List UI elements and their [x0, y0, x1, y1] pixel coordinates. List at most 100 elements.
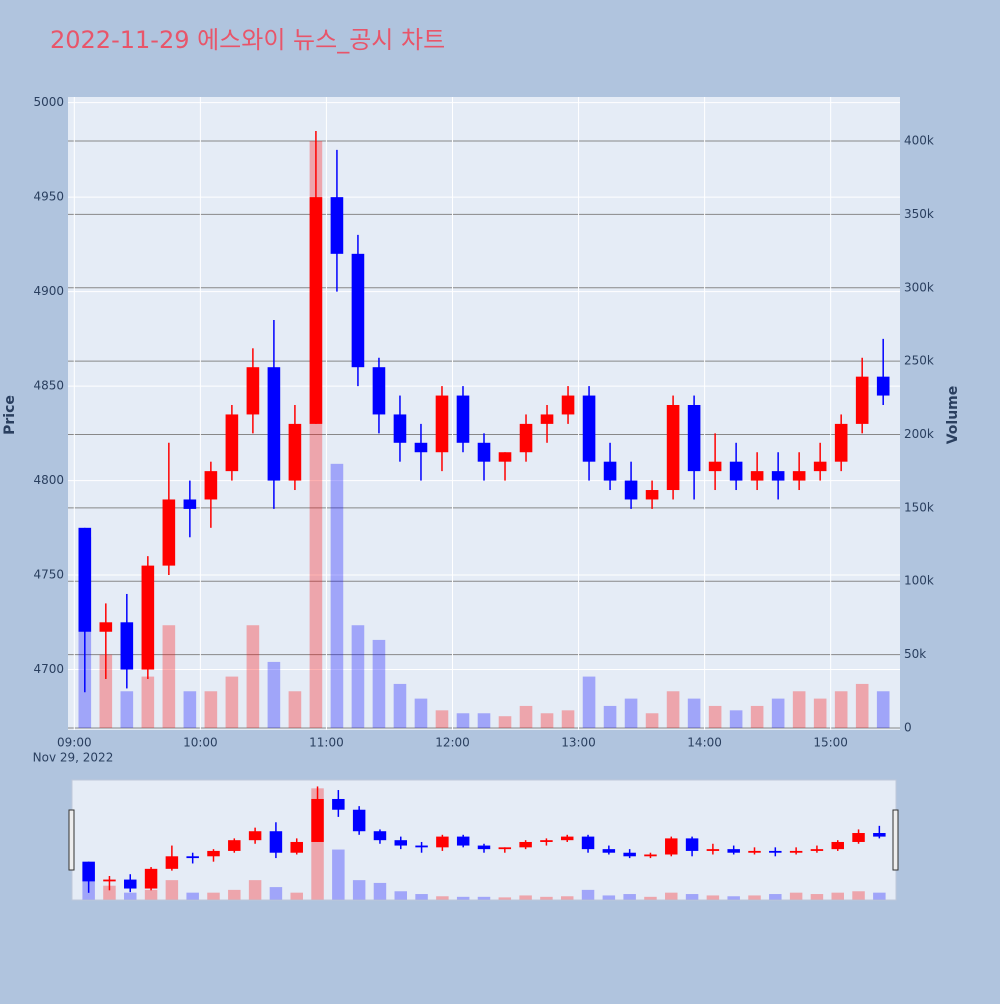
y2-tick-label: 300k: [904, 280, 934, 294]
candle-body: [687, 404, 701, 472]
volume-bar: [373, 882, 387, 900]
volume-bar: [706, 895, 720, 900]
candle-body: [78, 527, 92, 632]
plot-area: [68, 97, 900, 730]
volume-bar: [644, 896, 657, 900]
volume-bar: [666, 691, 680, 728]
candle-body: [644, 854, 657, 857]
y-tick-label: 4700: [33, 662, 64, 676]
volume-bar: [183, 691, 197, 728]
candle-body: [228, 840, 241, 851]
volume-bar: [225, 676, 239, 728]
volume-bar: [393, 683, 407, 728]
y2-tick-label: 100k: [904, 574, 934, 588]
y2-tick-label: 400k: [904, 134, 934, 148]
volume-bar: [852, 891, 865, 900]
volume-bar: [165, 880, 179, 900]
x-date-label: Nov 29, 2022: [33, 751, 114, 765]
volume-bar: [748, 895, 761, 900]
candle-body: [602, 849, 616, 853]
x-tick-label: 13:00: [561, 736, 596, 750]
volume-bar: [876, 691, 890, 728]
volume-bar: [855, 683, 869, 728]
volume-bar: [144, 889, 158, 900]
candle-body: [706, 849, 720, 851]
candle-body: [624, 480, 638, 500]
candle-body: [162, 499, 176, 566]
candle-body: [477, 442, 491, 462]
candle-body: [186, 856, 199, 859]
y-tick-label: 4900: [33, 284, 64, 298]
volume-bar: [248, 880, 262, 900]
candle-body: [792, 471, 806, 481]
candle-body: [831, 841, 844, 850]
volume-bar: [456, 896, 470, 900]
volume-bar: [269, 887, 283, 900]
volume-bar: [645, 713, 659, 728]
candle-body: [519, 841, 532, 848]
y2-tick-label: 250k: [904, 354, 934, 368]
candle-body: [120, 622, 134, 670]
candle-body: [873, 833, 886, 837]
volume-bar: [120, 691, 134, 728]
volume-bar: [290, 892, 303, 900]
x-tick-label: 14:00: [687, 736, 722, 750]
candle-body: [267, 367, 281, 481]
range-handle: [68, 809, 75, 871]
volume-bar: [435, 710, 449, 728]
volume-bar: [708, 705, 722, 728]
candle-body: [810, 849, 824, 851]
candle-body: [560, 836, 574, 841]
candle-body: [330, 197, 344, 254]
volume-bar: [207, 892, 220, 900]
x-tick-label: 09:00: [57, 736, 92, 750]
candle-body: [141, 565, 155, 670]
candle-body: [456, 836, 470, 846]
volume-bar: [498, 897, 512, 900]
volume-bar: [332, 849, 345, 900]
volume-bar: [204, 691, 218, 728]
candle-body: [519, 423, 533, 453]
y2-tick-label: 150k: [904, 500, 934, 514]
volume-bar: [750, 705, 764, 728]
candle-body: [332, 798, 345, 810]
volume-bar: [288, 691, 302, 728]
volume-bar: [561, 710, 575, 728]
candle-body: [394, 840, 408, 846]
candle-body: [246, 367, 260, 415]
candle-body: [603, 461, 617, 481]
candle-body: [708, 461, 722, 472]
y2-axis-title: Volume: [945, 386, 961, 445]
candle-body: [269, 831, 283, 853]
volume-bar: [685, 894, 699, 900]
candle-body: [582, 395, 596, 462]
volume-bar: [124, 892, 137, 900]
x-tick-label: 12:00: [435, 736, 470, 750]
y-tick-label: 4800: [33, 473, 64, 487]
volume-bar: [581, 889, 595, 900]
volume-bar: [186, 892, 199, 900]
candle-body: [665, 838, 678, 855]
volume-bar: [665, 892, 678, 900]
volume-bar: [352, 880, 366, 900]
volume-bar: [372, 639, 386, 728]
volume-bar: [456, 713, 470, 728]
volume-bar: [831, 892, 844, 900]
volume-bar: [540, 713, 554, 728]
volume-bar: [267, 661, 281, 728]
volume-bar: [623, 894, 636, 900]
candle-body: [309, 197, 323, 424]
candle-body: [103, 879, 116, 882]
volume-bar: [727, 896, 740, 900]
volume-bar: [141, 676, 155, 728]
y-tick-label: 4950: [33, 190, 64, 204]
volume-bar: [729, 710, 743, 728]
volume-bar: [771, 698, 785, 728]
volume-bar: [99, 654, 113, 728]
candle-body: [372, 367, 386, 415]
candle-body: [204, 471, 218, 500]
x-tick-label: 11:00: [309, 736, 344, 750]
candle-body: [436, 836, 449, 848]
candle-body: [183, 499, 197, 509]
x-tick-label: 15:00: [813, 736, 848, 750]
